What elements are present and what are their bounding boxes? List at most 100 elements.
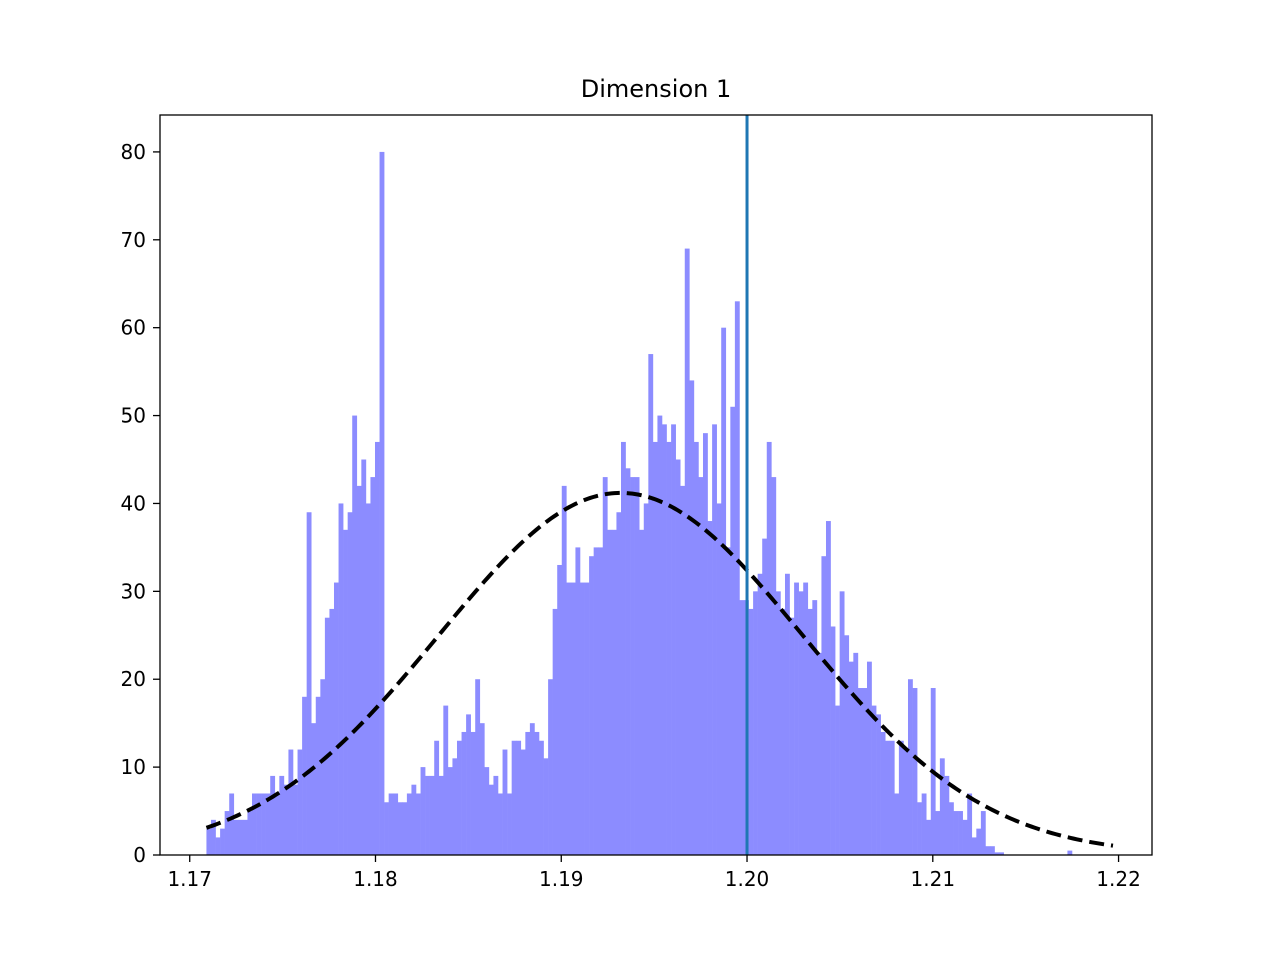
histogram-bar (251, 793, 257, 855)
histogram-bar (447, 767, 453, 855)
x-tick-label: 1.21 (911, 867, 956, 891)
histogram-bar (866, 661, 872, 855)
histogram-bar (971, 837, 977, 855)
histogram-bar (757, 573, 763, 855)
histogram-bar (885, 740, 891, 855)
histogram-bar (420, 767, 426, 855)
histogram-bar (725, 547, 731, 855)
histogram-bar (238, 819, 244, 855)
histogram-bar (415, 793, 421, 855)
histogram-bar (434, 740, 440, 855)
histogram-bar (584, 582, 590, 855)
histogram-bar (607, 529, 613, 855)
chart-title: Dimension 1 (581, 75, 731, 103)
y-tick-label: 50 (121, 404, 146, 428)
histogram-bar (753, 591, 758, 855)
histogram-bar (876, 714, 881, 855)
histogram-bar (538, 740, 544, 855)
y-axis: 0 10 20 30 40 50 60 70 80 (121, 140, 160, 867)
histogram-bar (333, 582, 339, 855)
histogram-bar (921, 793, 927, 855)
histogram-bar (739, 600, 745, 855)
histogram-bar (292, 784, 298, 855)
y-tick-label: 0 (133, 843, 146, 867)
histogram-bar (766, 441, 772, 855)
histogram-bar (548, 679, 553, 855)
histogram-bar (210, 819, 216, 855)
histogram-bar (825, 521, 831, 855)
histogram-bar (620, 441, 626, 855)
histogram-bar (880, 731, 886, 855)
x-tick-label: 1.18 (353, 867, 398, 891)
histogram-bar (470, 731, 476, 855)
histogram-bar (320, 679, 326, 855)
histogram-bar (803, 582, 809, 855)
histogram-bar (283, 784, 289, 855)
histogram-bar (461, 731, 467, 855)
histogram-bar (962, 819, 968, 855)
histogram-bar (347, 512, 353, 855)
histogram-bar (830, 626, 836, 855)
histogram-bar (261, 793, 266, 855)
histogram-bar (721, 327, 727, 855)
histogram-bar (215, 837, 221, 855)
histogram-bar (279, 775, 285, 855)
histogram-bar (343, 529, 348, 855)
histogram-bar (917, 802, 922, 855)
histogram-bar (680, 485, 686, 855)
fit-curve-group (205, 490, 1114, 848)
histogram-bar (452, 758, 458, 855)
histogram-bar (338, 503, 344, 855)
histogram-bar (329, 608, 335, 855)
histogram-bar (771, 477, 777, 855)
histogram-bar (903, 749, 909, 855)
histogram-bar (839, 591, 845, 855)
histogram-bar (798, 591, 804, 855)
histogram-bar (643, 503, 649, 855)
histogram-bar (844, 635, 850, 855)
histogram-bar (948, 802, 954, 855)
histogram-bar (256, 793, 262, 855)
histogram-bar (630, 477, 635, 855)
histogram-bar (561, 485, 567, 855)
histogram-bar (374, 441, 380, 855)
histogram-bar (311, 723, 317, 855)
histogram-bar (634, 477, 640, 855)
histogram-bar (926, 819, 932, 855)
histogram-bar (666, 441, 672, 855)
histogram-bar (712, 424, 717, 855)
histogram-bar (857, 688, 863, 855)
histogram-bar (953, 811, 959, 855)
histogram-bar (356, 485, 362, 855)
histogram-bar (393, 793, 399, 855)
histogram-bar (570, 582, 576, 855)
x-tick-label: 1.20 (725, 867, 770, 891)
x-tick-label: 1.17 (167, 867, 212, 891)
histogram-bar (388, 793, 394, 855)
histogram-bar (907, 679, 913, 855)
histogram-bar (734, 301, 740, 855)
histogram-bar (689, 380, 695, 855)
histogram-bar (784, 573, 790, 855)
histogram-bar (675, 459, 681, 855)
plot-frame (159, 114, 1153, 856)
histogram-bar (411, 784, 417, 855)
histogram-bar (497, 793, 503, 855)
histogram-bar (775, 591, 781, 855)
histogram-bar (976, 828, 982, 855)
histogram-bar (602, 477, 608, 855)
histogram-bar (456, 740, 462, 855)
histogram-bar (816, 652, 822, 855)
x-tick-label: 1.19 (539, 867, 584, 891)
histogram-bar (493, 775, 499, 855)
histogram-bar (274, 793, 280, 855)
x-axis: 1.17 1.18 1.19 1.20 1.21 1.22 (167, 855, 1141, 891)
histogram-bar (958, 811, 963, 855)
histogram-bar (379, 151, 385, 855)
histogram-bar (507, 793, 512, 855)
y-tick-label: 10 (121, 755, 146, 779)
histogram-bar (616, 512, 622, 855)
histogram-bar (716, 503, 722, 855)
histogram-bar (429, 775, 435, 855)
